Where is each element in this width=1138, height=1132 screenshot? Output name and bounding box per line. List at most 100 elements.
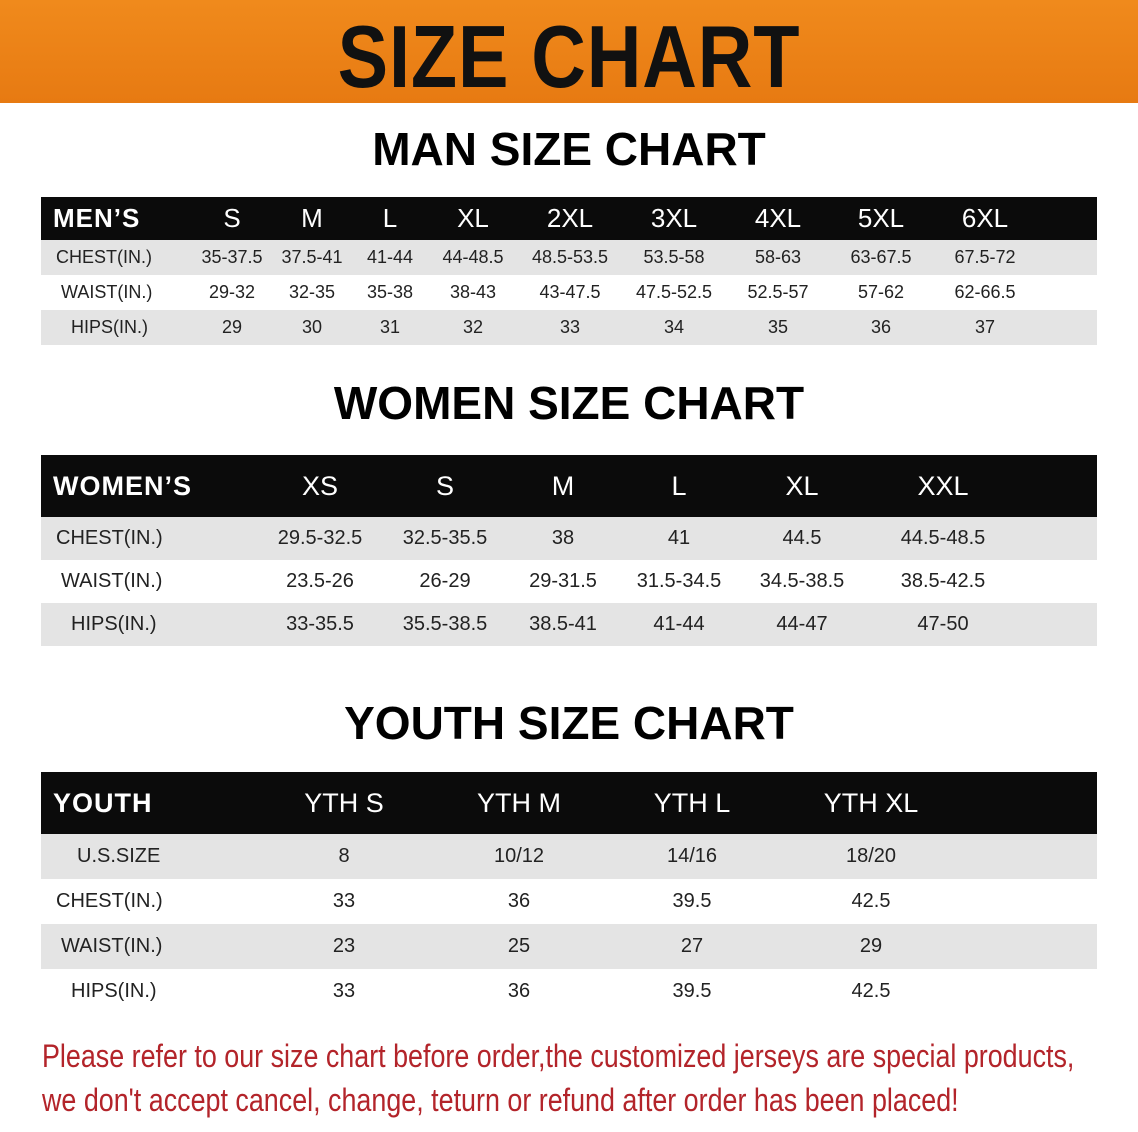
header-row-cell: M xyxy=(301,203,323,233)
table-row-cell: 43-47.5 xyxy=(539,282,601,302)
table-row-cell: 62-66.5 xyxy=(954,282,1016,302)
table-row-cell: 23 xyxy=(332,935,356,957)
table-row-cell: 35-38 xyxy=(366,282,414,302)
header-row-label: YOUTH xyxy=(53,787,153,818)
table-row-cell: 37.5-41 xyxy=(281,247,343,267)
table-row-cell: 48.5-53.5 xyxy=(531,247,609,267)
table-row-cell: 57-62 xyxy=(857,282,905,302)
table-row-cell: 14/16 xyxy=(666,845,718,867)
table-row-cell: 36 xyxy=(870,317,892,337)
table-row-cell: 36 xyxy=(507,890,531,912)
table-row-cell: 31 xyxy=(379,317,401,337)
table-row: WAIST(IN.) 29-32 32-35 35-38 38-43 43-47.5 47.… xyxy=(41,275,1097,310)
table-row-cell: 63-67.5 xyxy=(850,247,912,267)
header-row-cell: 6XL xyxy=(961,203,1009,233)
table-row: HIPS(IN.) 33-35.5 35.5-38.5 38.5-41 41-44 44-… xyxy=(41,603,1097,646)
table-row-cell: 25 xyxy=(507,935,531,957)
table-row-cell: 29-32 xyxy=(208,282,256,302)
table-row-cell: 39.5 xyxy=(672,980,712,1002)
table-row-cell: 18/20 xyxy=(845,845,897,867)
table-row-cell: 44.5 xyxy=(782,527,822,549)
table-row-cell: 8 xyxy=(338,845,350,867)
header-row-cell: XL xyxy=(457,203,489,233)
header-row-cell: L xyxy=(671,470,687,501)
table-row-cell: 38.5-42.5 xyxy=(900,570,986,592)
table-row-cell: 41-44 xyxy=(366,247,414,267)
header-row: YOUTH YTH S YTH M YTH L YTH XL xyxy=(41,772,1097,834)
table-row-cell: 38-43 xyxy=(449,282,497,302)
header-row-cell: S xyxy=(223,203,241,233)
youth-size-table: YOUTH YTH S YTH M YTH L YTH XL U.S.SIZE 8 10/12… xyxy=(41,772,1097,1014)
table-row-cell: 32 xyxy=(462,317,484,337)
men-size-table: MEN’S S M L XL 2XL 3XL 4XL 5XL 6XL CHEST(IN.) 35-37… xyxy=(41,197,1097,345)
header-row-label: MEN’S xyxy=(53,203,141,233)
table-row-label: CHEST(IN.) xyxy=(56,890,163,912)
table-row-label: HIPS(IN.) xyxy=(71,613,157,635)
header-row-cell: M xyxy=(551,470,575,501)
table-row-cell: 67.5-72 xyxy=(954,247,1016,267)
table-row-cell: 36 xyxy=(507,980,531,1002)
banner: SIZE CHART xyxy=(0,0,1138,106)
table-row-cell: 29-31.5 xyxy=(529,570,597,592)
table-row: WAIST(IN.) 23 25 27 29 xyxy=(41,924,1097,969)
table-row-cell: 23.5-26 xyxy=(286,570,354,592)
table-row-cell: 37 xyxy=(974,317,996,337)
table-row: CHEST(IN.) 33 36 39.5 42.5 xyxy=(41,879,1097,924)
header-row-cell: XS xyxy=(301,470,339,501)
header-row-cell: YTH L xyxy=(653,787,731,818)
table-row-cell: 38 xyxy=(551,527,575,549)
women-size-table: WOMEN’S XS S M L XL XXL CHEST(IN.) 29.5-32.5 32.5… xyxy=(41,455,1097,646)
table-row-cell: 30 xyxy=(301,317,323,337)
table-row: U.S.SIZE 8 10/12 14/16 18/20 xyxy=(41,834,1097,879)
table-row-cell: 29 xyxy=(859,935,883,957)
header-row-cell: L xyxy=(382,203,398,233)
women-section-title: WOMEN SIZE CHART xyxy=(333,377,805,429)
banner-title: SIZE CHART xyxy=(337,7,801,106)
table-row-cell: 41-44 xyxy=(653,613,705,635)
table-row-cell: 52.5-57 xyxy=(747,282,809,302)
table-row-cell: 44-47 xyxy=(776,613,828,635)
table-row-cell: 47-50 xyxy=(917,613,969,635)
header-row: WOMEN’S XS S M L XL XXL xyxy=(41,455,1097,517)
header-row-cell: 4XL xyxy=(754,203,802,233)
table-row-cell: 31.5-34.5 xyxy=(636,570,722,592)
table-row-label: WAIST(IN.) xyxy=(61,282,153,302)
table-row-cell: 33 xyxy=(332,980,356,1002)
table-row-cell: 35 xyxy=(767,317,789,337)
table-row-cell: 44-48.5 xyxy=(442,247,504,267)
table-row-cell: 53.5-58 xyxy=(643,247,705,267)
men-section-title: MAN SIZE CHART xyxy=(372,123,766,175)
header-row-cell: XL xyxy=(785,470,819,501)
table-row-cell: 35.5-38.5 xyxy=(402,613,488,635)
header-row-cell: 3XL xyxy=(650,203,698,233)
table-row-cell: 34 xyxy=(663,317,685,337)
table-row: WAIST(IN.) 23.5-26 26-29 29-31.5 31.5-34.5 34… xyxy=(41,560,1097,603)
table-row-cell: 29.5-32.5 xyxy=(277,527,363,549)
table-row-cell: 41 xyxy=(667,527,691,549)
header-row-label: WOMEN’S xyxy=(53,470,192,501)
table-row-label: WAIST(IN.) xyxy=(61,935,163,957)
header-row-cell: S xyxy=(435,470,455,501)
table-row-cell: 58-63 xyxy=(754,247,802,267)
header-row-cell: 2XL xyxy=(546,203,594,233)
header-row-cell: YTH XL xyxy=(823,787,919,818)
youth-section-title: YOUTH SIZE CHART xyxy=(344,697,794,749)
note-line-2: we don't accept cancel, change, teturn o… xyxy=(42,1082,959,1118)
table-row-cell: 47.5-52.5 xyxy=(635,282,713,302)
table-row-label: CHEST(IN.) xyxy=(56,527,163,549)
header-row-cell: YTH S xyxy=(304,787,384,818)
table-row-label: WAIST(IN.) xyxy=(61,570,163,592)
table-row-cell: 34.5-38.5 xyxy=(759,570,845,592)
table-row-cell: 42.5 xyxy=(851,890,891,912)
table-row-label: HIPS(IN.) xyxy=(71,317,149,337)
table-row-cell: 33-35.5 xyxy=(286,613,354,635)
table-row: HIPS(IN.) 29 30 31 32 33 34 35 36 37 xyxy=(41,310,1097,345)
table-row-cell: 33 xyxy=(332,890,356,912)
table-row-label: CHEST(IN.) xyxy=(56,247,152,267)
table-row-cell: 26-29 xyxy=(419,570,471,592)
table-row-cell: 27 xyxy=(680,935,704,957)
table-row-label: HIPS(IN.) xyxy=(71,980,157,1002)
table-row: CHEST(IN.) 35-37.5 37.5-41 41-44 44-48.5 48.5… xyxy=(41,240,1097,275)
table-row-cell: 32-35 xyxy=(288,282,336,302)
table-row-cell: 39.5 xyxy=(672,890,712,912)
